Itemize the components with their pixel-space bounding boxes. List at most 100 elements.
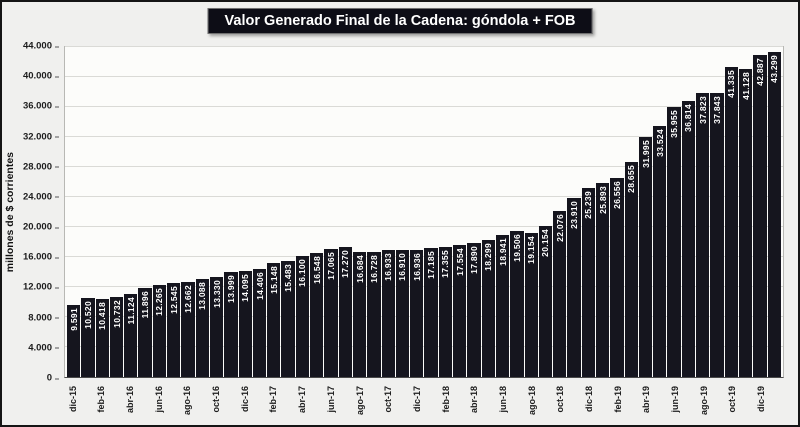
x-slot-6: jun-16: [152, 383, 165, 425]
y-tick-label: 4.000: [28, 342, 59, 354]
x-slot-7: [166, 383, 179, 425]
bar-value-label: 16.100: [297, 259, 308, 288]
y-tick-label: 32.000: [22, 131, 60, 143]
x-axis-labels: dic-15 feb-16 abr-16 jun-16 ago-16 oct-16 dic-…: [64, 383, 784, 425]
x-slot-24: dic-17: [410, 383, 423, 425]
bar-24: 16.936: [410, 249, 424, 377]
bar-5: 11.896: [138, 287, 152, 377]
x-slot-11: [224, 383, 237, 425]
gridline: [65, 46, 783, 47]
x-tick-label: ago-19: [698, 386, 709, 416]
x-tick-label: oct-19: [727, 386, 738, 413]
y-tick-label: 24.000: [22, 191, 60, 203]
x-slot-27: [453, 383, 466, 425]
x-slot-38: feb-19: [611, 383, 624, 425]
x-tick-label: jun-16: [153, 386, 164, 413]
x-tick-label: dic-17: [411, 386, 422, 413]
bar-value-label: 15.483: [283, 263, 294, 292]
x-slot-5: [138, 383, 151, 425]
bar-value-label: 15.148: [268, 266, 279, 295]
y-tick-label: 28.000: [22, 161, 60, 173]
x-slot-15: [281, 383, 294, 425]
bar-value-label: 11.124: [125, 296, 136, 324]
bar-value-label: 9.591: [68, 308, 79, 331]
gridline: [65, 136, 783, 137]
chart-title: Valor Generado Final de la Cadena: góndo…: [207, 8, 593, 34]
x-slot-30: jun-18: [496, 383, 509, 425]
x-slot-47: [740, 383, 753, 425]
x-tick-label: dic-19: [756, 386, 767, 413]
x-tick-label: abr-16: [125, 386, 136, 414]
bar-value-label: 17.065: [325, 252, 336, 280]
bar-7: 12.545: [167, 282, 181, 377]
plot-area: 9.591 10.520 10.418 10.732 11.124 11.896 12.26…: [64, 46, 784, 378]
x-slot-40: abr-19: [640, 383, 653, 425]
y-tick-label: 44.000: [22, 40, 60, 52]
x-slot-49: [769, 383, 782, 425]
x-slot-12: dic-16: [238, 383, 251, 425]
bar-value-label: 16.933: [383, 253, 394, 281]
bar-value-label: 12.662: [183, 285, 194, 313]
bar-44: 37.823: [696, 93, 710, 377]
bar-value-label: 37.823: [697, 96, 708, 125]
x-tick-label: dic-16: [239, 386, 250, 413]
x-slot-42: jun-19: [668, 383, 681, 425]
x-slot-13: [252, 383, 265, 425]
x-slot-41: [654, 383, 667, 425]
x-tick-label: jun-19: [670, 386, 681, 413]
bar-value-label: 12.545: [168, 285, 179, 314]
bar-14: 15.148: [267, 263, 281, 377]
x-slot-25: [425, 383, 438, 425]
gridline: [65, 286, 783, 287]
bar-value-label: 13.330: [211, 280, 222, 308]
y-tick-label: 0: [46, 372, 60, 384]
x-slot-10: oct-16: [209, 383, 222, 425]
gridline: [65, 76, 783, 77]
x-tick-label: ago-16: [182, 386, 193, 416]
bar-9: 13.088: [195, 278, 209, 377]
bar-value-label: 23.910: [569, 200, 580, 229]
bar-37: 25.893: [595, 182, 610, 377]
bar-49: 43.299: [767, 52, 781, 377]
gridline: [65, 226, 783, 227]
x-tick-label: abr-17: [297, 386, 308, 414]
x-slot-46: oct-19: [726, 383, 739, 425]
bar-33: 20.154: [538, 225, 553, 377]
bar-26: 17.355: [438, 246, 453, 377]
bar-30: 18.941: [495, 234, 510, 377]
bar-value-label: 13.088: [197, 281, 208, 310]
x-slot-18: jun-17: [324, 383, 337, 425]
y-tick-label: 8.000: [28, 312, 59, 324]
bar-11: 13.999: [224, 272, 238, 377]
x-slot-14: feb-17: [267, 383, 280, 425]
y-tick-label: 36.000: [22, 100, 60, 112]
bar-value-label: 10.418: [97, 301, 108, 330]
bar-6: 12.265: [152, 285, 167, 377]
bar-21: 16.728: [367, 251, 381, 377]
x-tick-label: abr-19: [641, 386, 652, 414]
x-slot-8: ago-16: [181, 383, 194, 425]
bar-27: 17.554: [453, 245, 467, 377]
bar-22: 16.933: [381, 250, 395, 377]
gridline: [65, 166, 783, 167]
bar-25: 17.185: [424, 248, 438, 377]
bar-36: 25.239: [581, 187, 595, 377]
bar-41: 33.524: [653, 125, 667, 377]
bar-value-label: 17.554: [454, 248, 465, 277]
bar-0: 9.591: [67, 305, 81, 377]
bar-value-label: 19.506: [511, 233, 522, 262]
y-tick-label: 16.000: [22, 251, 60, 263]
x-tick-label: dic-15: [67, 386, 78, 413]
bar-value-label: 16.728: [368, 254, 379, 283]
gridline: [65, 346, 783, 347]
bar-value-label: 41.335: [726, 70, 737, 98]
x-slot-31: [511, 383, 524, 425]
x-slot-45: [711, 383, 724, 425]
bar-18: 17.065: [324, 249, 338, 377]
y-tick-label: 40.000: [22, 70, 60, 82]
bar-17: 16.548: [310, 252, 324, 377]
x-slot-21: [367, 383, 380, 425]
bar-value-label: 33.524: [654, 128, 665, 157]
x-slot-20: ago-17: [353, 383, 366, 425]
bar-value-label: 26.556: [611, 180, 622, 209]
